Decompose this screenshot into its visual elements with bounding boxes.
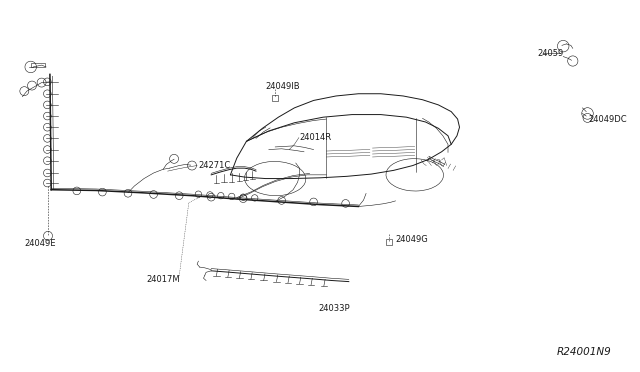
Text: 24049IB: 24049IB [266,82,300,91]
Text: 24049DC: 24049DC [589,115,627,124]
Bar [31,63,45,67]
Text: R24001N9: R24001N9 [557,347,612,357]
Text: 24017M: 24017M [146,275,180,284]
Bar [387,239,392,245]
Text: 24059: 24059 [538,49,564,58]
Text: 24049E: 24049E [24,239,56,248]
Text: 24014R: 24014R [300,133,332,142]
Text: 24271C: 24271C [198,161,230,170]
Bar [272,95,278,102]
Text: 24033P: 24033P [319,304,350,313]
Text: 24049G: 24049G [396,235,428,244]
